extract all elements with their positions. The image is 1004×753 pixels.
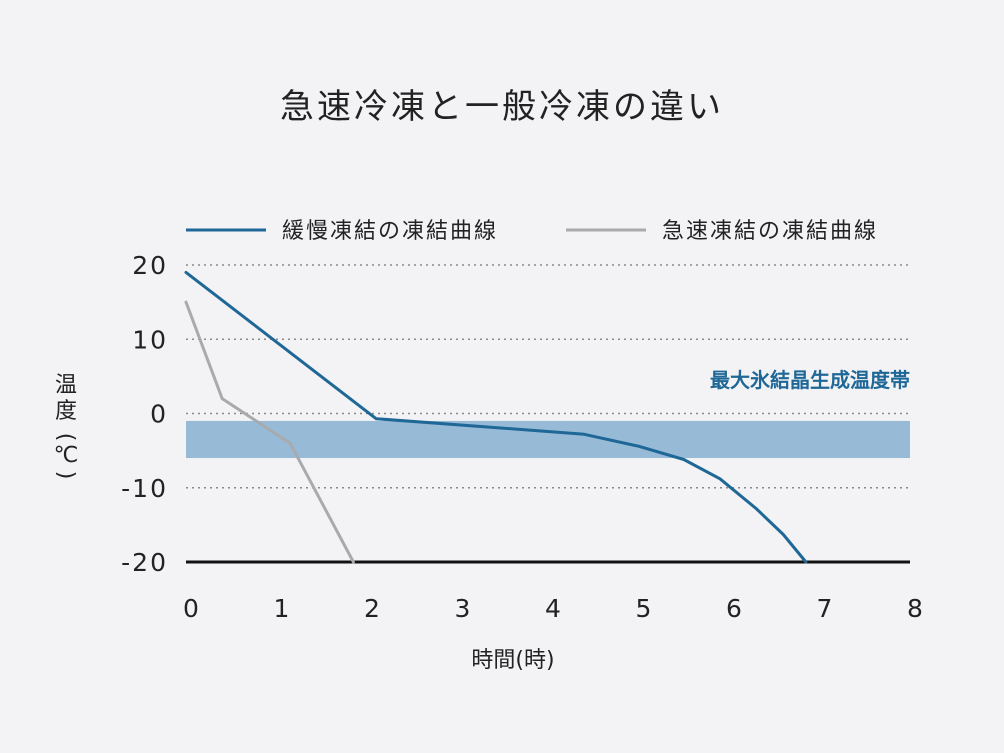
y-tick-label: 20 (132, 251, 168, 280)
x-tick-label: 3 (455, 594, 473, 623)
x-tick-label: 6 (726, 594, 744, 623)
x-tick-label: 4 (545, 594, 563, 623)
x-tick-label: 0 (183, 594, 201, 623)
y-tick-label: -20 (121, 548, 168, 577)
y-tick-label: -10 (121, 474, 168, 503)
y-axis-label-char: 温 (55, 373, 77, 398)
y-axis-label-char: ℃ (54, 443, 79, 468)
x-tick-label: 5 (636, 594, 654, 623)
chart-title: 急速冷凍と一般冷凍の違い (280, 87, 724, 127)
x-tick-label: 2 (364, 594, 382, 623)
legend-label-slow: 緩慢凍結の凍結曲線 (282, 219, 498, 244)
y-tick-label: 0 (150, 400, 168, 429)
x-tick-label: 1 (274, 594, 292, 623)
legend: 緩慢凍結の凍結曲線 急速凍結の凍結曲線 (186, 219, 878, 244)
series-line-fast-freezing (184, 300, 355, 564)
y-axis-label-char: ) (53, 471, 78, 480)
x-tick-label: 7 (817, 594, 835, 623)
ice-crystal-band (186, 420, 910, 459)
x-tick-label: 8 (907, 594, 925, 623)
x-axis-label: 時間(時) (471, 648, 554, 673)
legend-label-fast: 急速凍結の凍結曲線 (662, 219, 878, 244)
y-tick-label: 10 (132, 325, 168, 354)
series-line-slow-freezing (184, 270, 808, 564)
y-axis-label-char: ( (53, 433, 78, 442)
band-label: 最大氷結晶生成温度帯 (710, 368, 910, 392)
y-axis-label-char: 度 (55, 399, 77, 424)
y-axis-label: 温 度 ( ℃ ) (53, 373, 78, 479)
